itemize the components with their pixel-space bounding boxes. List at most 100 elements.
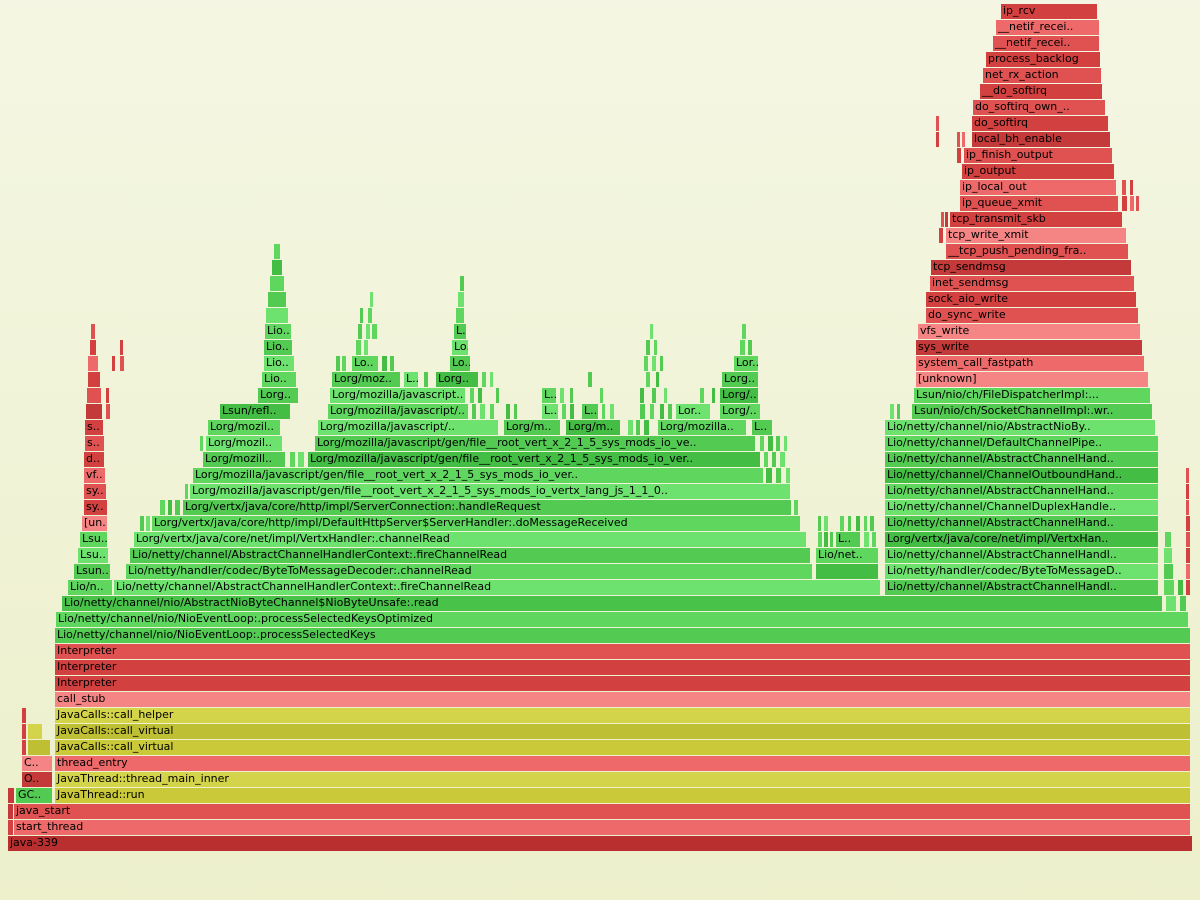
flame-frame-sliver[interactable] <box>90 340 96 355</box>
flame-frame[interactable]: Lio/netty/channel/nio/NioEventLoop:.proc… <box>56 612 1188 627</box>
flame-frame[interactable]: s.. <box>85 420 103 435</box>
flame-frame[interactable]: __tcp_push_pending_fra.. <box>946 244 1128 259</box>
flame-frame[interactable]: Lio/netty/channel/AbstractChannelHandl.. <box>885 580 1158 595</box>
flame-frame[interactable]: local_bh_enable <box>972 132 1110 147</box>
flame-frame-sliver[interactable] <box>848 516 851 531</box>
flame-frame-sliver[interactable] <box>936 116 939 131</box>
flame-frame-sliver[interactable] <box>786 468 790 483</box>
flame-frame-sliver[interactable] <box>480 404 485 419</box>
flame-frame-sliver[interactable] <box>86 404 102 419</box>
flame-frame-sliver[interactable] <box>106 388 109 403</box>
flame-frame-sliver[interactable] <box>266 308 288 323</box>
flame-frame[interactable]: java_start <box>14 804 1190 819</box>
flame-frame[interactable]: tcp_sendmsg <box>931 260 1131 275</box>
flame-frame-sliver[interactable] <box>490 372 493 387</box>
flame-frame-sliver[interactable] <box>168 500 172 515</box>
flame-frame[interactable]: __netif_recei.. <box>993 36 1099 51</box>
flame-frame-sliver[interactable] <box>650 324 653 339</box>
flame-frame[interactable]: process_backlog <box>986 52 1100 67</box>
flame-frame[interactable]: Lo.. <box>452 340 468 355</box>
flame-frame-sliver[interactable] <box>28 740 50 755</box>
flame-frame-sliver[interactable] <box>660 404 664 419</box>
flame-frame-sliver[interactable] <box>610 404 614 419</box>
flame-frame[interactable]: Lorg/mozil.. <box>206 436 282 451</box>
flame-frame-sliver[interactable] <box>1164 580 1174 595</box>
flame-frame-sliver[interactable] <box>656 372 659 387</box>
flame-frame-sliver[interactable] <box>654 340 657 355</box>
flame-frame[interactable]: java-339 <box>8 836 1192 851</box>
flame-frame[interactable]: Lorg/mozilla/javascript/gen/file__root_v… <box>315 436 755 451</box>
flame-frame-sliver[interactable] <box>856 516 860 531</box>
flame-frame-sliver[interactable] <box>890 404 894 419</box>
flame-frame-sliver[interactable] <box>336 356 340 371</box>
flame-frame-sliver[interactable] <box>478 388 482 403</box>
flame-frame[interactable]: do_softirq_own_.. <box>973 100 1105 115</box>
flame-frame-sliver[interactable] <box>1186 580 1190 595</box>
flame-frame-sliver[interactable] <box>646 372 650 387</box>
flame-frame[interactable]: Lio/netty/channel/AbstractChannelHandler… <box>114 580 880 595</box>
flame-frame[interactable]: ip_queue_xmit <box>960 196 1118 211</box>
flame-frame[interactable]: Lorg/mozilla/javascript/.. <box>318 420 498 435</box>
flame-frame-sliver[interactable] <box>784 436 787 451</box>
flame-frame[interactable]: Lorg.. <box>722 372 758 387</box>
flame-frame-sliver[interactable] <box>870 516 874 531</box>
flame-frame-sliver[interactable] <box>636 420 640 435</box>
flame-frame[interactable]: Lsun/refl.. <box>220 404 290 419</box>
flame-frame-sliver[interactable] <box>644 356 648 371</box>
flame-frame-sliver[interactable] <box>652 356 656 371</box>
flame-frame-sliver[interactable] <box>470 388 474 403</box>
flame-frame[interactable]: __do_softirq <box>980 84 1102 99</box>
flame-frame[interactable]: Lor.. <box>676 404 710 419</box>
flame-frame[interactable]: Lio/netty/channel/nio/AbstractNioByteCha… <box>62 596 1162 611</box>
flame-frame-sliver[interactable] <box>120 340 123 355</box>
flame-frame-sliver[interactable] <box>664 388 667 403</box>
flame-frame[interactable]: Lio/netty/channel/nio/AbstractNioBy.. <box>885 420 1155 435</box>
flame-frame[interactable]: Lio/netty/channel/nio/NioEventLoop:.proc… <box>55 628 1190 643</box>
flame-frame[interactable]: L.. <box>836 532 860 547</box>
flame-frame[interactable]: Lorg/moz.. <box>332 372 400 387</box>
flame-frame[interactable]: Lio.. <box>262 372 296 387</box>
flame-frame[interactable]: tcp_transmit_skb <box>950 212 1122 227</box>
flame-frame-sliver[interactable] <box>794 500 798 515</box>
flame-frame[interactable]: call_stub <box>55 692 1190 707</box>
flame-frame[interactable]: Lio.. <box>264 340 292 355</box>
flame-frame[interactable]: L.. <box>454 324 466 339</box>
flame-frame[interactable]: tcp_write_xmit <box>946 228 1126 243</box>
flame-frame-sliver[interactable] <box>824 516 828 531</box>
flame-frame[interactable]: Lorg/mozilla/javascript.. <box>330 388 465 403</box>
flame-frame-sliver[interactable] <box>456 308 464 323</box>
flame-frame-sliver[interactable] <box>1136 196 1139 211</box>
flame-frame-sliver[interactable] <box>88 372 100 387</box>
flame-frame[interactable]: Lio/netty/handler/codec/ByteToMessageD.. <box>885 564 1158 579</box>
flame-frame-sliver[interactable] <box>8 788 14 803</box>
flame-frame[interactable]: d.. <box>84 452 104 467</box>
flame-frame[interactable]: JavaCalls::call_virtual <box>55 724 1190 739</box>
flame-frame[interactable]: ip_finish_output <box>964 148 1112 163</box>
flame-frame[interactable]: ip_output <box>962 164 1114 179</box>
flame-frame-sliver[interactable] <box>602 404 605 419</box>
flame-frame-sliver[interactable] <box>600 388 603 403</box>
flame-frame-sliver[interactable] <box>652 388 656 403</box>
flame-frame-sliver[interactable] <box>1122 180 1126 195</box>
flame-frame[interactable]: Lorg/m.. <box>504 420 560 435</box>
flame-frame-sliver[interactable] <box>628 420 633 435</box>
flame-frame[interactable]: Interpreter <box>55 676 1190 691</box>
flame-frame-sliver[interactable] <box>1180 596 1186 611</box>
flame-frame-sliver[interactable] <box>1130 180 1133 195</box>
flame-frame-sliver[interactable] <box>274 244 280 259</box>
flame-frame[interactable]: L.. <box>404 372 418 387</box>
flame-frame[interactable]: Interpreter <box>55 660 1190 675</box>
flame-frame[interactable]: Lio.. <box>264 356 294 371</box>
flame-frame-sliver[interactable] <box>768 436 773 451</box>
flame-frame-sliver[interactable] <box>175 500 180 515</box>
flame-frame-sliver[interactable] <box>780 452 785 467</box>
flame-frame[interactable]: Lsu.. <box>80 532 107 547</box>
flame-frame[interactable]: Lorg/vertx/java/core/net/impl/VertxHan.. <box>885 532 1158 547</box>
flame-frame[interactable]: system_call_fastpath <box>916 356 1144 371</box>
flame-frame-sliver[interactable] <box>8 804 13 819</box>
flame-frame[interactable]: vfs_write <box>918 324 1140 339</box>
flame-frame[interactable]: O.. <box>22 772 52 787</box>
flame-frame-sliver[interactable] <box>936 132 939 147</box>
flame-frame-sliver[interactable] <box>290 452 295 467</box>
flame-frame[interactable]: Interpreter <box>55 644 1190 659</box>
